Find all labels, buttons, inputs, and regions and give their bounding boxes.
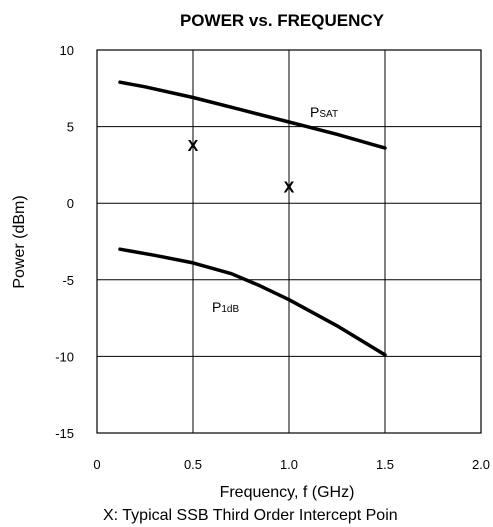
y-tick-label: 0 xyxy=(67,196,74,211)
tick-labels: 0 0.5 1.0 1.5 2.0 10 5 0 -5 -10 -15 xyxy=(55,43,490,472)
footnote: X: Typical SSB Third Order Intercept Poi… xyxy=(103,507,398,524)
series-labels: PSAT P1dB xyxy=(212,104,338,315)
x-tick-label: 0.5 xyxy=(184,457,202,472)
grid-lines xyxy=(97,50,481,433)
x-tick-label: 1.5 xyxy=(376,457,394,472)
y-tick-label: -10 xyxy=(55,349,74,364)
series-line-p1db xyxy=(118,247,387,357)
plot-frame xyxy=(96,49,482,434)
x-tick-label: 0 xyxy=(93,457,100,472)
y-tick-label: 5 xyxy=(67,120,74,135)
x-tick-label: 1.0 xyxy=(280,457,298,472)
x-tick-label: 2.0 xyxy=(472,457,490,472)
intercept-marker: X xyxy=(188,138,199,155)
intercept-markers: XX xyxy=(188,138,295,196)
series-label-psat: PSAT xyxy=(310,104,338,120)
series-lines xyxy=(118,80,387,357)
y-tick-label: 10 xyxy=(60,43,74,58)
intercept-marker: X xyxy=(284,179,295,196)
series-label-p1db: P1dB xyxy=(212,299,239,315)
y-tick-label: -5 xyxy=(62,273,74,288)
chart-title: POWER vs. FREQUENCY xyxy=(180,11,385,30)
y-tick-label: -15 xyxy=(55,426,74,441)
series-line-psat xyxy=(118,80,387,150)
y-axis-label: Power (dBm) xyxy=(11,195,28,288)
x-axis-label: Frequency, f (GHz) xyxy=(220,484,355,501)
